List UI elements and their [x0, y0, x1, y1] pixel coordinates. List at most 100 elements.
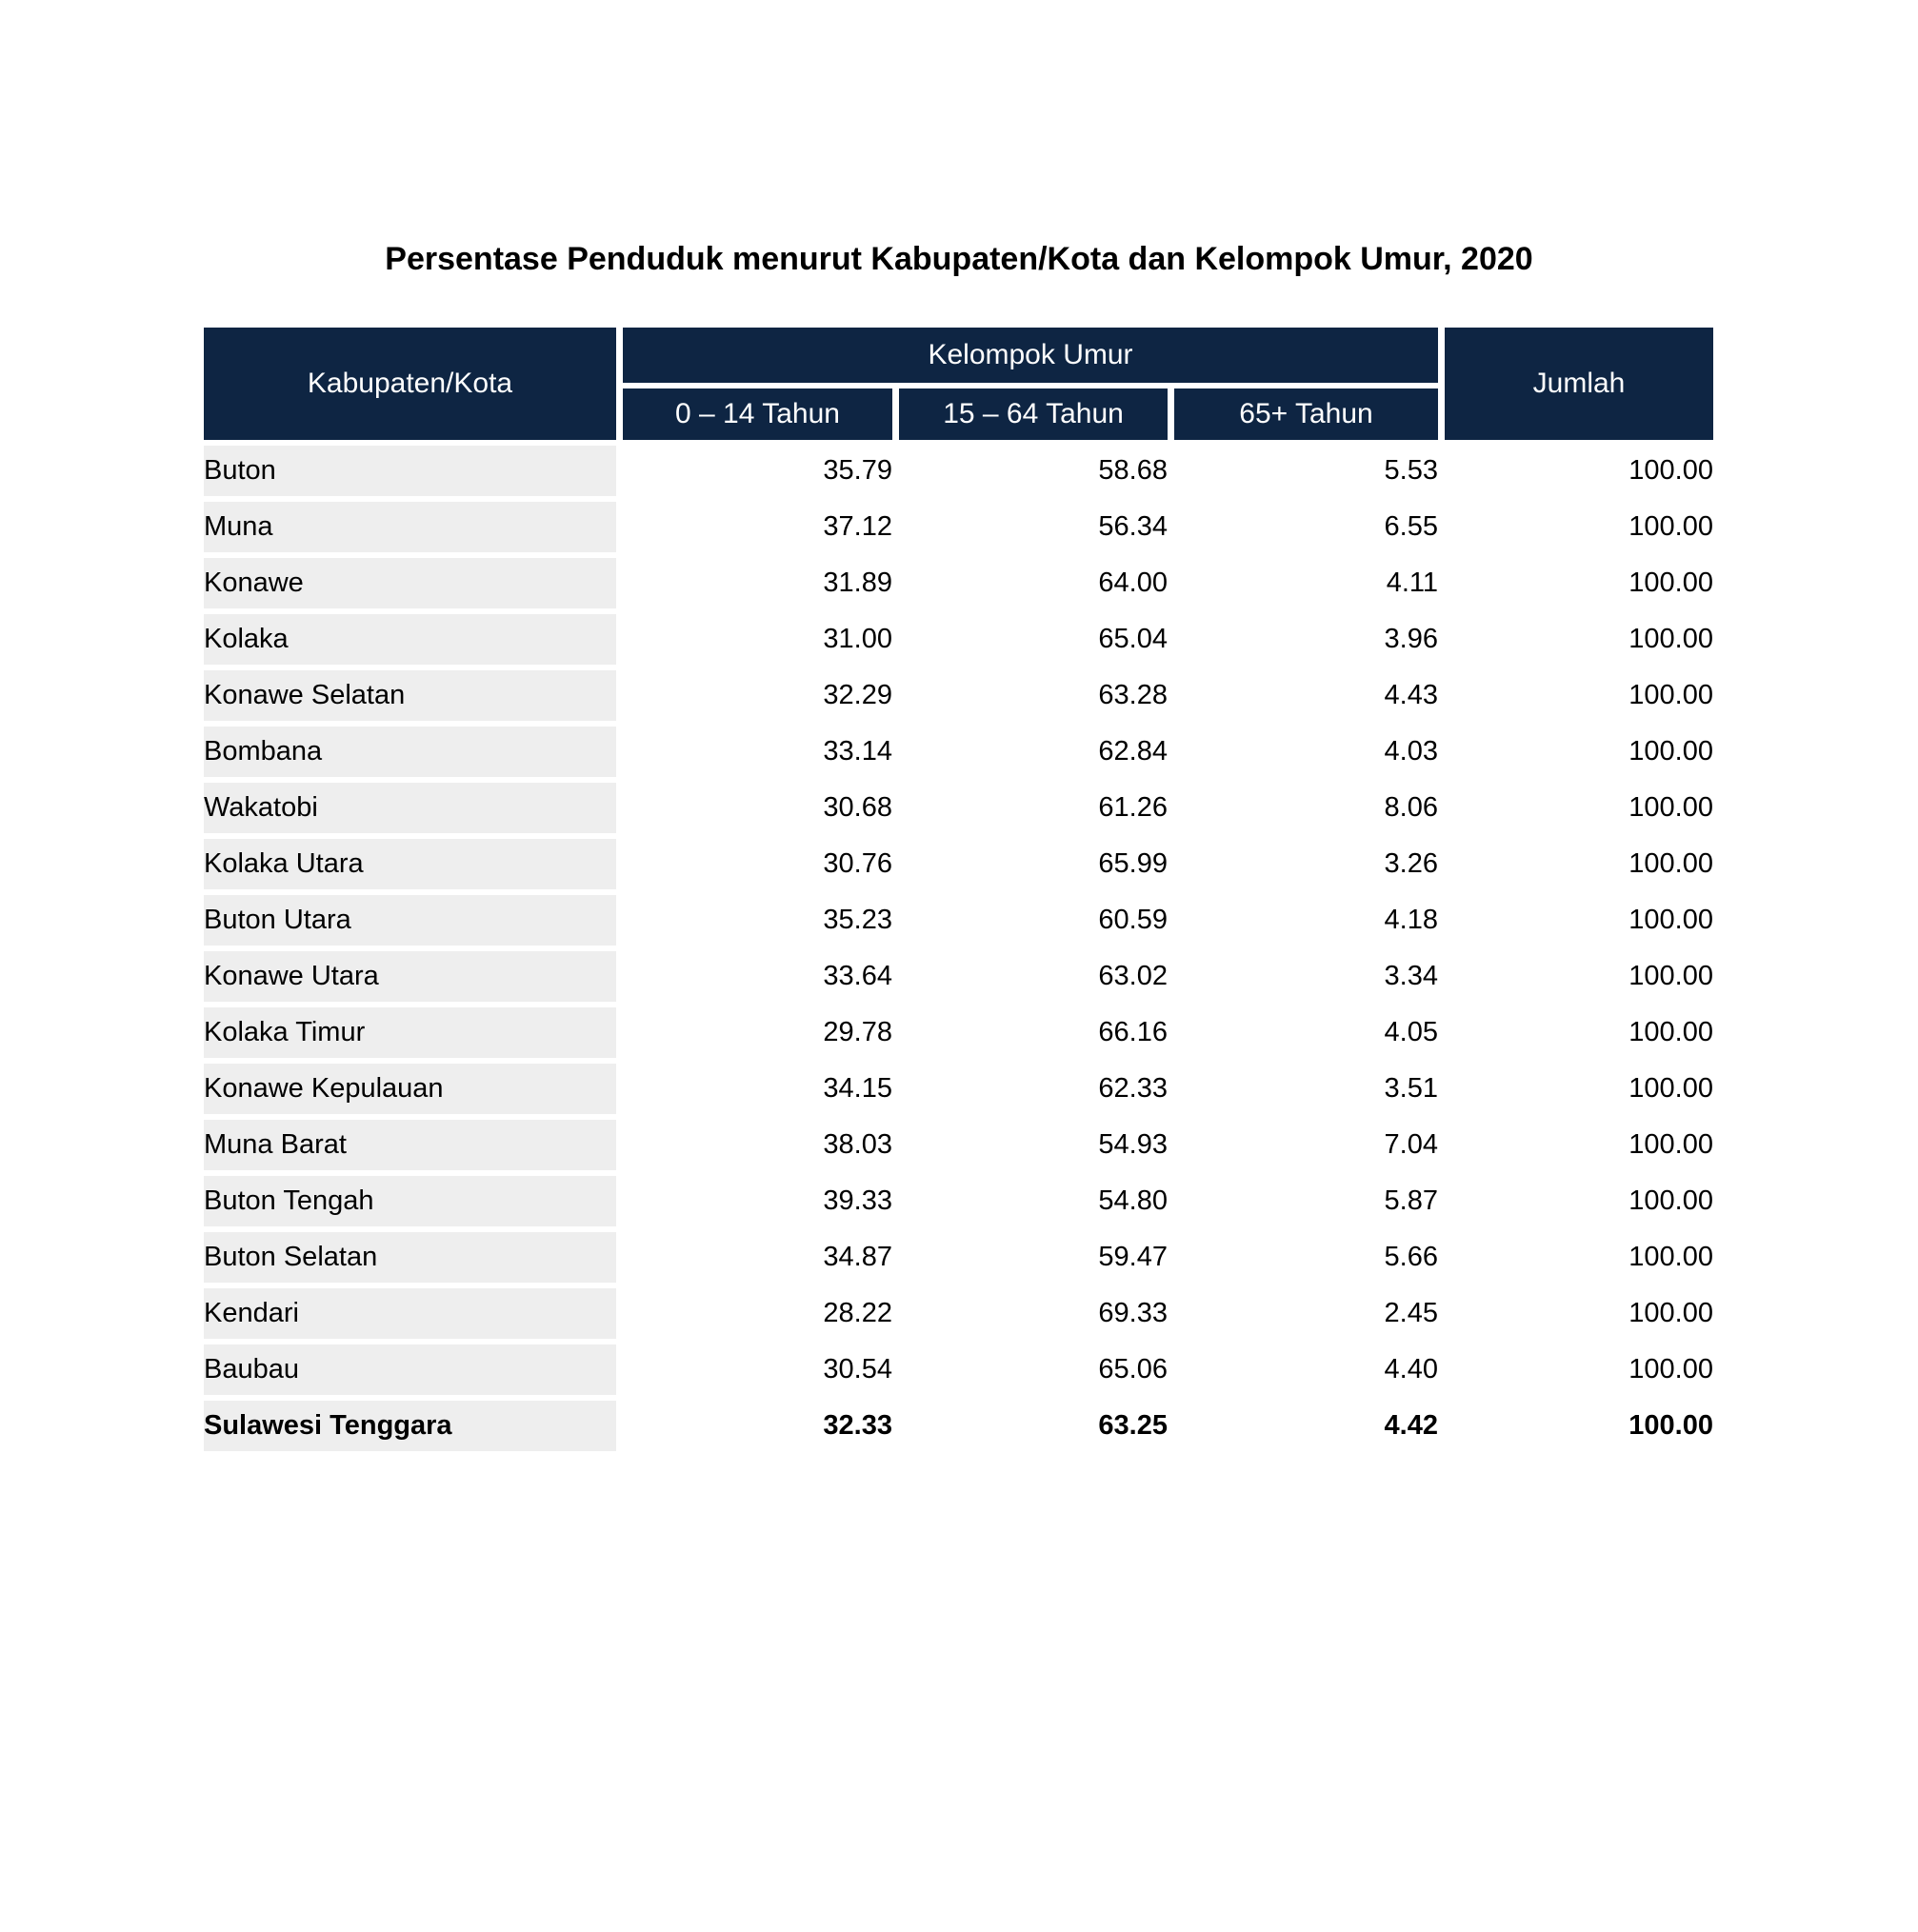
value-cell-total: 100.00 — [1445, 1344, 1713, 1395]
value-cell-0-14: 30.76 — [623, 839, 892, 889]
value-cell-15-64: 69.33 — [899, 1288, 1168, 1339]
region-cell: Buton Utara — [204, 895, 616, 946]
region-cell: Baubau — [204, 1344, 616, 1395]
population-table-container: Kabupaten/Kota Kelompok Umur Jumlah 0 – … — [197, 322, 1918, 1457]
region-cell: Kolaka Utara — [204, 839, 616, 889]
value-cell-65-plus: 4.43 — [1174, 670, 1438, 721]
table-row: Kolaka Utara 30.76 65.99 3.26 100.00 — [204, 839, 1713, 889]
value-cell-65-plus: 3.26 — [1174, 839, 1438, 889]
page-title: Persentase Penduduk menurut Kabupaten/Ko… — [385, 241, 1533, 277]
value-cell-total: 100.00 — [1445, 1064, 1713, 1114]
value-cell-15-64: 54.93 — [899, 1120, 1168, 1170]
table-row: Wakatobi 30.68 61.26 8.06 100.00 — [204, 783, 1713, 833]
table-row: Konawe Selatan 32.29 63.28 4.43 100.00 — [204, 670, 1713, 721]
table-header: Kabupaten/Kota Kelompok Umur Jumlah 0 – … — [204, 328, 1713, 440]
value-cell-15-64: 56.34 — [899, 502, 1168, 552]
region-cell: Konawe Selatan — [204, 670, 616, 721]
region-cell: Kolaka — [204, 614, 616, 665]
value-cell-65-plus: 5.87 — [1174, 1176, 1438, 1226]
value-cell-65-plus: 6.55 — [1174, 502, 1438, 552]
region-cell: Buton Selatan — [204, 1232, 616, 1283]
header-row-group: Kabupaten/Kota Kelompok Umur Jumlah — [204, 328, 1713, 440]
value-cell-0-14: 39.33 — [623, 1176, 892, 1226]
value-cell-65-plus: 3.51 — [1174, 1064, 1438, 1114]
value-cell-15-64: 63.25 — [899, 1401, 1168, 1451]
value-cell-15-64: 58.68 — [899, 446, 1168, 496]
table-row: Konawe Utara 33.64 63.02 3.34 100.00 — [204, 951, 1713, 1002]
value-cell-0-14: 30.54 — [623, 1344, 892, 1395]
column-header-age-group: Kelompok Umur — [623, 328, 1438, 383]
value-cell-65-plus: 4.42 — [1174, 1401, 1438, 1451]
table-row: Buton Tengah 39.33 54.80 5.87 100.00 — [204, 1176, 1713, 1226]
value-cell-0-14: 35.23 — [623, 895, 892, 946]
value-cell-65-plus: 4.40 — [1174, 1344, 1438, 1395]
table-body: Buton 35.79 58.68 5.53 100.00 Muna 37.12… — [204, 446, 1713, 1451]
table-row: Bombana 33.14 62.84 4.03 100.00 — [204, 727, 1713, 777]
table-row: Kendari 28.22 69.33 2.45 100.00 — [204, 1288, 1713, 1339]
region-cell: Konawe Utara — [204, 951, 616, 1002]
table-row: Muna 37.12 56.34 6.55 100.00 — [204, 502, 1713, 552]
value-cell-65-plus: 3.96 — [1174, 614, 1438, 665]
table-row: Buton Utara 35.23 60.59 4.18 100.00 — [204, 895, 1713, 946]
value-cell-total: 100.00 — [1445, 895, 1713, 946]
table-row: Buton Selatan 34.87 59.47 5.66 100.00 — [204, 1232, 1713, 1283]
region-cell: Sulawesi Tenggara — [204, 1401, 616, 1451]
value-cell-15-64: 60.59 — [899, 895, 1168, 946]
value-cell-total: 100.00 — [1445, 727, 1713, 777]
value-cell-15-64: 63.02 — [899, 951, 1168, 1002]
value-cell-total: 100.00 — [1445, 1288, 1713, 1339]
table-row: Konawe 31.89 64.00 4.11 100.00 — [204, 558, 1713, 608]
value-cell-65-plus: 5.53 — [1174, 446, 1438, 496]
region-cell: Muna — [204, 502, 616, 552]
value-cell-total: 100.00 — [1445, 783, 1713, 833]
table-row: Konawe Kepulauan 34.15 62.33 3.51 100.00 — [204, 1064, 1713, 1114]
value-cell-total: 100.00 — [1445, 839, 1713, 889]
region-cell: Konawe Kepulauan — [204, 1064, 616, 1114]
value-cell-0-14: 29.78 — [623, 1007, 892, 1058]
value-cell-0-14: 32.29 — [623, 670, 892, 721]
value-cell-0-14: 38.03 — [623, 1120, 892, 1170]
value-cell-65-plus: 8.06 — [1174, 783, 1438, 833]
value-cell-total: 100.00 — [1445, 951, 1713, 1002]
value-cell-0-14: 33.14 — [623, 727, 892, 777]
region-cell: Wakatobi — [204, 783, 616, 833]
region-cell: Muna Barat — [204, 1120, 616, 1170]
value-cell-15-64: 64.00 — [899, 558, 1168, 608]
value-cell-65-plus: 3.34 — [1174, 951, 1438, 1002]
column-header-age-0-14: 0 – 14 Tahun — [623, 388, 892, 440]
value-cell-total: 100.00 — [1445, 1120, 1713, 1170]
value-cell-0-14: 30.68 — [623, 783, 892, 833]
value-cell-total: 100.00 — [1445, 670, 1713, 721]
region-cell: Konawe — [204, 558, 616, 608]
table-row-total: Sulawesi Tenggara 32.33 63.25 4.42 100.0… — [204, 1401, 1713, 1451]
value-cell-total: 100.00 — [1445, 614, 1713, 665]
value-cell-15-64: 59.47 — [899, 1232, 1168, 1283]
value-cell-total: 100.00 — [1445, 1401, 1713, 1451]
region-cell: Buton Tengah — [204, 1176, 616, 1226]
value-cell-0-14: 37.12 — [623, 502, 892, 552]
value-cell-65-plus: 2.45 — [1174, 1288, 1438, 1339]
value-cell-65-plus: 7.04 — [1174, 1120, 1438, 1170]
value-cell-total: 100.00 — [1445, 1007, 1713, 1058]
value-cell-65-plus: 4.05 — [1174, 1007, 1438, 1058]
value-cell-0-14: 31.89 — [623, 558, 892, 608]
value-cell-0-14: 34.87 — [623, 1232, 892, 1283]
value-cell-15-64: 66.16 — [899, 1007, 1168, 1058]
table-row: Muna Barat 38.03 54.93 7.04 100.00 — [204, 1120, 1713, 1170]
value-cell-total: 100.00 — [1445, 502, 1713, 552]
table-row: Kolaka 31.00 65.04 3.96 100.00 — [204, 614, 1713, 665]
region-cell: Kolaka Timur — [204, 1007, 616, 1058]
value-cell-total: 100.00 — [1445, 1176, 1713, 1226]
table-row: Baubau 30.54 65.06 4.40 100.00 — [204, 1344, 1713, 1395]
header-row-sub: 0 – 14 Tahun 15 – 64 Tahun 65+ Tahun — [204, 388, 1713, 440]
value-cell-0-14: 34.15 — [623, 1064, 892, 1114]
value-cell-total: 100.00 — [1445, 1232, 1713, 1283]
value-cell-0-14: 31.00 — [623, 614, 892, 665]
value-cell-0-14: 32.33 — [623, 1401, 892, 1451]
value-cell-65-plus: 4.03 — [1174, 727, 1438, 777]
value-cell-65-plus: 4.11 — [1174, 558, 1438, 608]
value-cell-total: 100.00 — [1445, 558, 1713, 608]
value-cell-0-14: 28.22 — [623, 1288, 892, 1339]
value-cell-15-64: 62.84 — [899, 727, 1168, 777]
region-cell: Bombana — [204, 727, 616, 777]
